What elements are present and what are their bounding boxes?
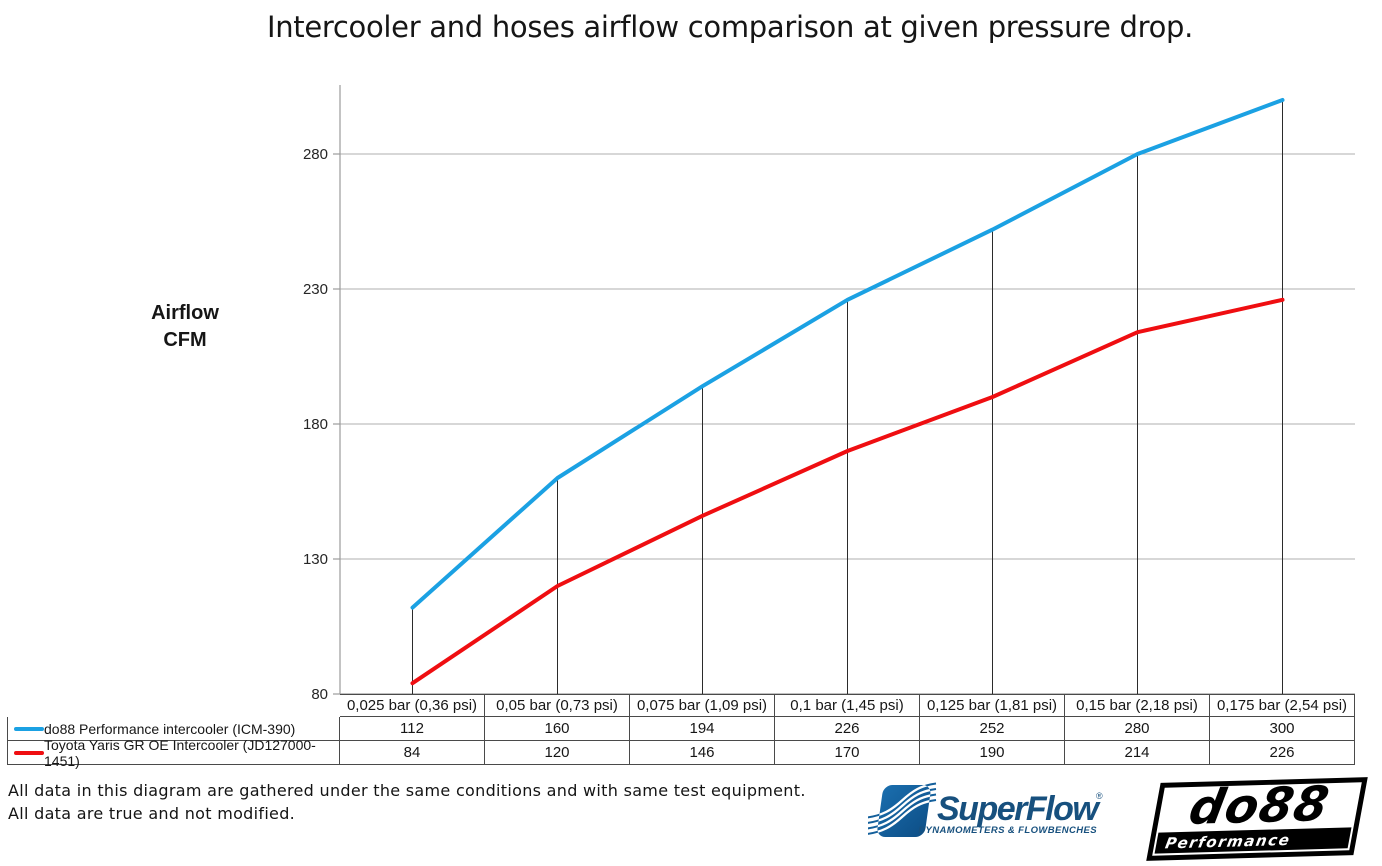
legend-series-name: do88 Performance intercooler (ICM-390) xyxy=(44,720,296,737)
legend-cell-series-0: do88 Performance intercooler (ICM-390) xyxy=(7,717,340,741)
legend-header-spacer xyxy=(7,694,340,717)
value-cell: 160 xyxy=(485,717,630,741)
table-row: Toyota Yaris GR OE Intercooler (JD127000… xyxy=(7,737,1355,769)
value-cell: 300 xyxy=(1210,717,1355,741)
value-cell: 112 xyxy=(340,717,485,741)
category-header-cell: 0,025 bar (0,36 psi) xyxy=(340,694,485,717)
chart-title: Intercooler and hoses airflow comparison… xyxy=(266,10,1194,44)
value-cell: 194 xyxy=(630,717,775,741)
table-row: do88 Performance intercooler (ICM-390) 11… xyxy=(7,717,1355,741)
value-cell: 84 xyxy=(340,741,485,765)
legend-swatch xyxy=(14,726,44,731)
y-axis-label-line1: Airflow xyxy=(151,302,219,324)
category-header-cell: 0,15 bar (2,18 psi) xyxy=(1065,694,1210,717)
y-tick-label: 130 xyxy=(303,551,328,568)
y-tick-label: 280 xyxy=(303,146,328,163)
series-rows: do88 Performance intercooler (ICM-390) 11… xyxy=(7,717,1355,769)
data-table: 0,025 bar (0,36 psi) 0,05 bar (0,73 psi) 0… xyxy=(7,694,1355,769)
y-tick-label: 80 xyxy=(311,686,328,703)
footer-line1: All data in this diagram are gathered un… xyxy=(8,781,806,800)
value-cell: 214 xyxy=(1065,741,1210,765)
category-header-cell: 0,05 bar (0,73 psi) xyxy=(485,694,630,717)
superflow-logo-icon: SuperFlow ® DYNAMOMETERS & FLOWBENCHES xyxy=(866,782,1103,837)
value-cell: 226 xyxy=(775,717,920,741)
line-chart: 80 130 180 230 280 xyxy=(303,85,1355,703)
superflow-registered-mark: ® xyxy=(1096,791,1103,801)
category-header-cell: 0,1 bar (1,45 psi) xyxy=(775,694,920,717)
category-header-cell: 0,125 bar (1,81 psi) xyxy=(920,694,1065,717)
category-header-row: 0,025 bar (0,36 psi) 0,05 bar (0,73 psi) 0… xyxy=(7,694,1355,717)
y-tick-label: 180 xyxy=(303,416,328,433)
series-line-1 xyxy=(410,297,1285,686)
value-cell: 120 xyxy=(485,741,630,765)
category-header-cell: 0,075 bar (1,09 psi) xyxy=(630,694,775,717)
do88-wordmark: do88 xyxy=(1184,776,1335,836)
superflow-logo: SuperFlow ® DYNAMOMETERS & FLOWBENCHES xyxy=(866,782,1118,851)
legend-series-name: Toyota Yaris GR OE Intercooler (JD127000… xyxy=(44,736,316,769)
value-cell: 226 xyxy=(1210,741,1355,765)
category-header-cell: 0,175 bar (2,54 psi) xyxy=(1210,694,1355,717)
series-line-0 xyxy=(410,98,1285,610)
y-axis-label: Airflow CFM xyxy=(119,300,251,354)
value-cell: 170 xyxy=(775,741,920,765)
superflow-tagline: DYNAMOMETERS & FLOWBENCHES xyxy=(918,825,1097,836)
legend-cell-series-1: Toyota Yaris GR OE Intercooler (JD127000… xyxy=(7,737,340,769)
do88-logo: do88 Performance xyxy=(1146,776,1368,861)
wave-lines-inside xyxy=(876,785,932,836)
value-cell: 252 xyxy=(920,717,1065,741)
legend-swatch xyxy=(14,750,44,755)
value-cell: 146 xyxy=(630,741,775,765)
value-cell: 190 xyxy=(920,741,1065,765)
value-cell: 280 xyxy=(1065,717,1210,741)
y-axis-label-line2: CFM xyxy=(163,329,207,351)
do88-tagline: Performance xyxy=(1163,830,1293,852)
do88-performance-bar: Performance xyxy=(1154,827,1352,854)
footer-line2: All data are true and not modified. xyxy=(8,803,296,823)
superflow-wordmark: SuperFlow xyxy=(937,790,1101,828)
y-tick-label: 230 xyxy=(303,281,328,298)
footer-note: All data in this diagram are gathered un… xyxy=(8,780,806,825)
